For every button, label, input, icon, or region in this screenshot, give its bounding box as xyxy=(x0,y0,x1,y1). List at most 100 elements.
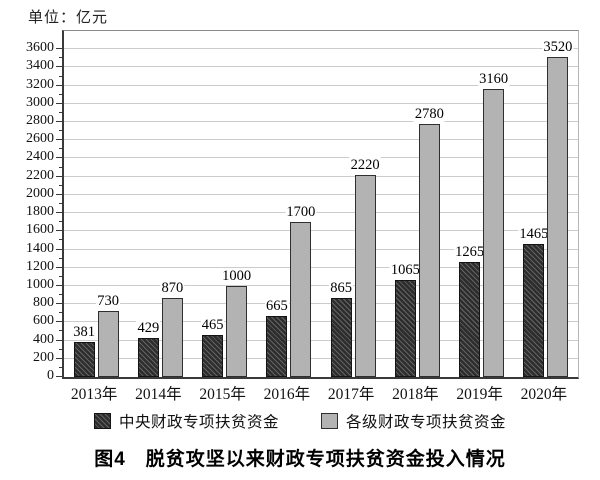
y-major-tick xyxy=(56,48,63,50)
y-tick-label: 800 xyxy=(33,295,54,311)
x-tick-label: 2015年 xyxy=(199,386,246,403)
y-minor-tick xyxy=(59,366,63,368)
gridline xyxy=(64,303,578,305)
bar-central: 465 xyxy=(200,316,225,377)
gridline xyxy=(64,139,578,141)
gridline xyxy=(64,357,578,359)
bar-central: 1465 xyxy=(518,225,550,377)
y-minor-tick xyxy=(59,148,63,150)
bar-value-label: 429 xyxy=(136,319,161,336)
y-major-tick xyxy=(56,193,63,195)
legend: 中央财政专项扶贫资金 各级财政专项扶贫资金 xyxy=(0,410,600,432)
legend-swatch-central-icon xyxy=(93,413,111,429)
bar-central: 429 xyxy=(136,319,161,377)
y-minor-tick xyxy=(59,312,63,314)
bar-group: 1065 2780 xyxy=(385,31,449,377)
bar-group: 381 730 xyxy=(64,31,128,377)
gridline xyxy=(64,193,578,195)
y-minor-tick xyxy=(59,275,63,277)
bar-group: 429 870 xyxy=(128,31,192,377)
bar-value-label: 1065 xyxy=(389,262,421,279)
y-minor-tick xyxy=(59,75,63,77)
y-minor-tick xyxy=(59,130,63,132)
legend-item-central: 中央财政专项扶贫资金 xyxy=(93,410,279,432)
bar-value-label: 381 xyxy=(72,324,96,341)
legend-label-levels: 各级财政专项扶贫资金 xyxy=(346,414,507,431)
gridline xyxy=(64,66,578,68)
bar-group: 465 1000 xyxy=(193,31,257,377)
y-minor-tick xyxy=(59,93,63,95)
y-tick-label: 2600 xyxy=(26,131,54,147)
legend-item-levels: 各级财政专项扶贫资金 xyxy=(321,410,506,432)
x-tick-label: 2013年 xyxy=(70,386,118,403)
plot-area: 381 730 429 870 465 1000 665 1700 865 2220 1065 278… xyxy=(56,30,579,379)
gridline xyxy=(64,321,578,323)
y-minor-tick xyxy=(59,257,63,259)
y-major-tick xyxy=(56,284,63,286)
bar-group: 1465 3520 xyxy=(514,31,578,377)
y-minor-tick xyxy=(59,184,63,186)
y-major-tick xyxy=(56,102,63,104)
bar-levels: 1000 xyxy=(221,267,253,377)
legend-label-central: 中央财政专项扶贫资金 xyxy=(118,414,279,431)
bar-central: 1265 xyxy=(454,243,486,377)
y-major-tick xyxy=(56,157,63,159)
y-tick-label: 3000 xyxy=(26,94,54,110)
bar-value-label: 1265 xyxy=(454,243,486,260)
y-major-tick xyxy=(56,84,63,86)
bar-levels: 2220 xyxy=(349,156,381,377)
y-major-tick xyxy=(56,357,63,359)
bar-value-label: 1700 xyxy=(285,204,317,221)
bar-value-label: 1000 xyxy=(221,267,253,284)
bar-value-label: 730 xyxy=(96,292,120,309)
y-minor-tick xyxy=(59,166,63,168)
y-tick-label: 600 xyxy=(33,313,54,329)
y-minor-tick xyxy=(59,221,63,223)
legend-swatch-levels-icon xyxy=(321,413,338,429)
bar-value-label: 665 xyxy=(265,298,289,315)
y-tick-label: 3200 xyxy=(26,76,54,92)
figure-caption: 图4 脱贫攻坚以来财政专项扶贫资金投入情况 xyxy=(94,449,506,470)
bar-levels: 2780 xyxy=(413,105,445,377)
bar-levels: 730 xyxy=(96,292,120,377)
bar-group: 665 1700 xyxy=(257,31,321,377)
y-major-tick xyxy=(56,212,63,214)
unit-label: 单位：亿元 xyxy=(28,10,109,26)
bar-value-label: 1465 xyxy=(518,225,550,242)
gridline xyxy=(64,248,578,250)
y-major-tick xyxy=(56,321,63,323)
gridline xyxy=(64,284,578,286)
y-major-tick xyxy=(56,66,63,68)
y-minor-tick xyxy=(59,239,63,241)
x-tick-label: 2017年 xyxy=(327,386,375,403)
x-tick-label: 2018年 xyxy=(392,386,439,403)
y-tick-label: 0 xyxy=(47,368,54,383)
y-minor-tick xyxy=(59,57,63,59)
y-minor-tick xyxy=(59,294,63,296)
gridline xyxy=(64,121,578,123)
y-minor-tick xyxy=(59,203,63,204)
y-tick-label: 1000 xyxy=(26,276,54,292)
gridline xyxy=(64,339,578,341)
bar-central: 1065 xyxy=(389,262,421,377)
gridline xyxy=(64,157,578,159)
y-major-tick xyxy=(56,175,63,177)
gridline xyxy=(64,230,578,232)
gridline xyxy=(64,266,578,268)
bar-group: 1265 3160 xyxy=(450,31,514,377)
y-major-tick xyxy=(56,376,63,377)
y-major-tick xyxy=(56,303,63,305)
gridline xyxy=(64,175,578,177)
y-tick-label: 1200 xyxy=(26,258,54,274)
bar-value-label: 2780 xyxy=(413,105,445,122)
y-major-tick xyxy=(56,248,63,250)
y-tick-label: 2000 xyxy=(26,185,54,201)
y-tick-label: 1600 xyxy=(26,222,54,238)
gridline xyxy=(64,48,578,50)
y-tick-label: 200 xyxy=(33,349,54,365)
y-tick-label: 3600 xyxy=(26,40,54,56)
y-major-tick xyxy=(56,266,63,268)
bar-value-label: 3160 xyxy=(478,71,510,88)
y-tick-label: 2800 xyxy=(26,113,54,129)
